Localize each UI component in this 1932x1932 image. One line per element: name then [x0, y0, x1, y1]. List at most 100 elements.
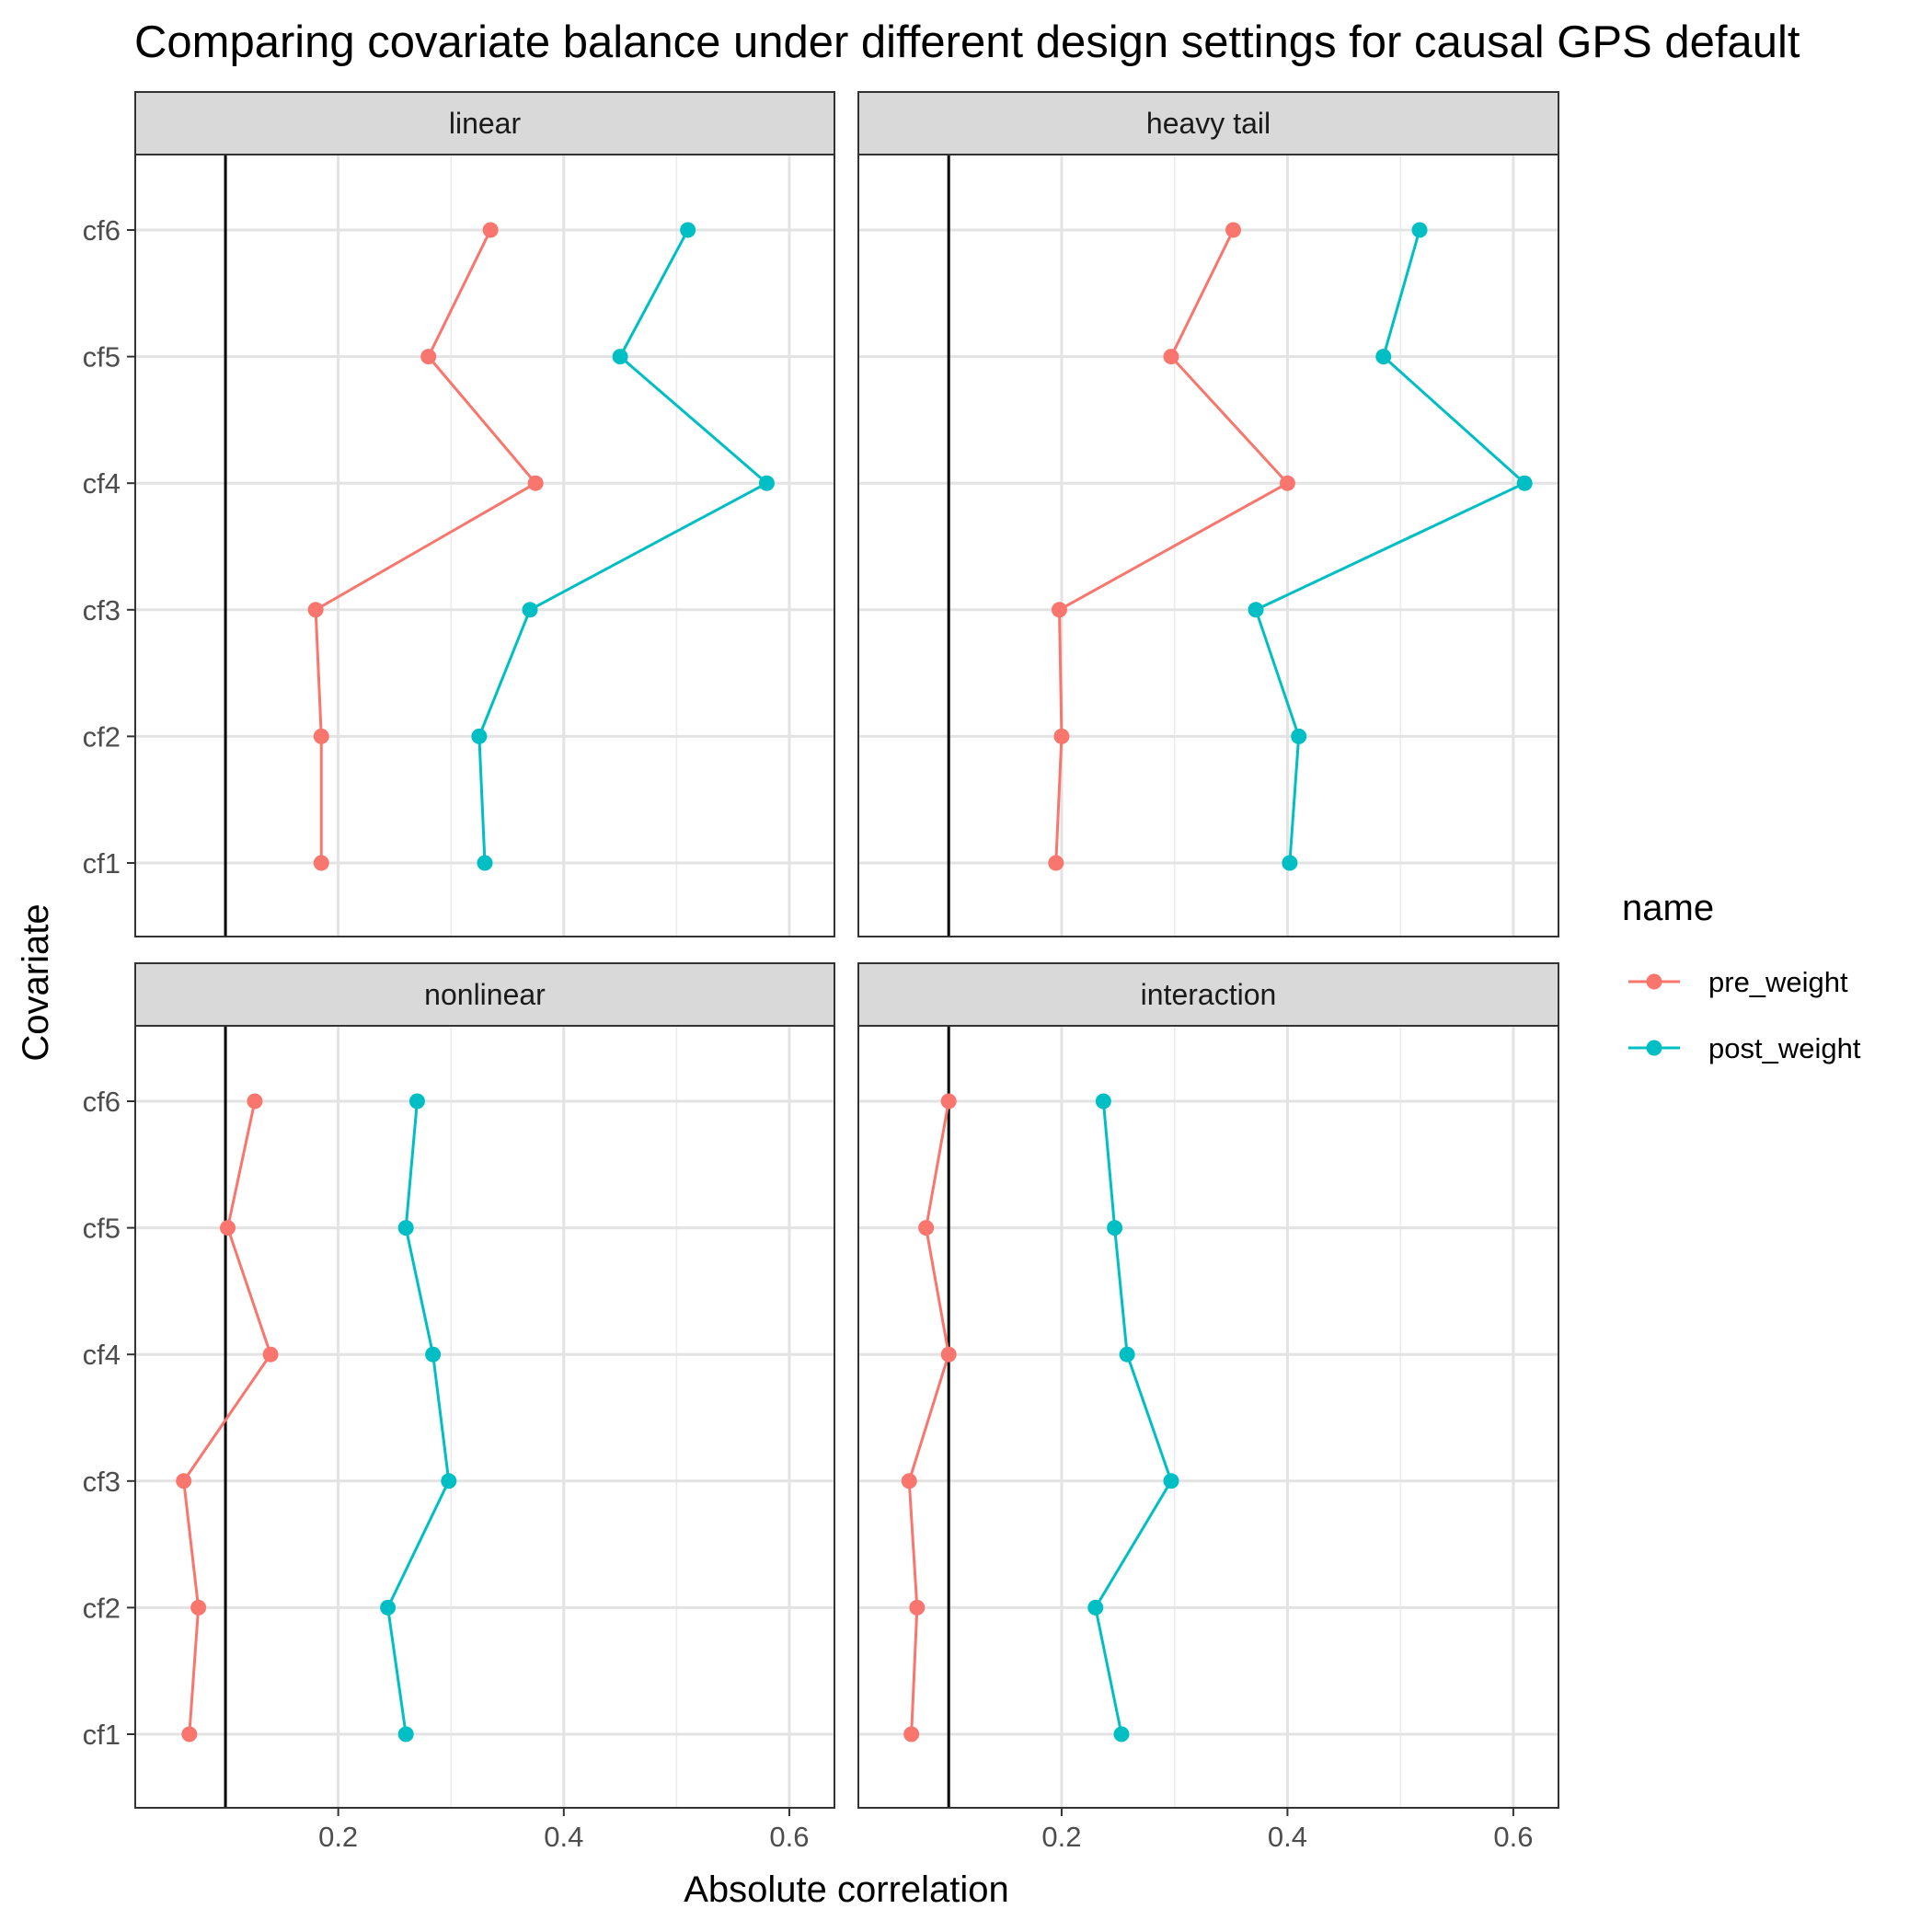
x-tick-label: 0.6: [1493, 1821, 1533, 1853]
series-line-post_weight: [386, 1100, 451, 1735]
data-point-pre_weight: [901, 1473, 917, 1489]
data-point-pre_weight: [190, 1599, 207, 1616]
panel-linear: linear cf1 cf2 cf3 cf4 cf5 cf6: [83, 91, 835, 937]
data-point-post_weight: [1163, 1473, 1179, 1489]
series-line-pre_weight: [907, 1100, 950, 1735]
series-line-post_weight: [1094, 1100, 1173, 1735]
series-line-post_weight: [477, 229, 770, 864]
y-tick-label: cf6: [83, 214, 121, 247]
y-tick-label: cf5: [83, 341, 121, 374]
data-point-post_weight: [1113, 1726, 1130, 1742]
panel-background: [135, 155, 834, 937]
chart-title: Comparing covariate balance under differ…: [134, 17, 1800, 67]
panel-border: [857, 1025, 1559, 1809]
data-point-pre_weight: [176, 1473, 192, 1489]
data-point-pre_weight: [918, 1220, 935, 1236]
legend-key-point: [1646, 973, 1662, 990]
y-tick-label: cf3: [83, 594, 121, 627]
legend: name pre_weight post_weight: [1622, 888, 1861, 1064]
data-point-post_weight: [1248, 602, 1264, 618]
data-point-pre_weight: [220, 1220, 236, 1236]
y-tick-label: cf1: [83, 847, 121, 880]
data-point-post_weight: [397, 1726, 414, 1742]
data-point-pre_weight: [262, 1346, 279, 1363]
data-point-pre_weight: [903, 1726, 920, 1742]
data-point-post_weight: [1516, 475, 1533, 491]
data-point-post_weight: [397, 1220, 414, 1236]
data-point-post_weight: [1375, 349, 1392, 365]
data-point-post_weight: [1282, 855, 1298, 871]
data-point-pre_weight: [181, 1726, 198, 1742]
series-line-pre_weight: [314, 229, 538, 863]
data-point-pre_weight: [1163, 349, 1179, 365]
data-point-pre_weight: [1051, 602, 1067, 618]
data-point-pre_weight: [313, 855, 329, 871]
panel-border: [857, 154, 1559, 937]
panel-interaction: interaction 0.2 0.4 0.6: [857, 962, 1559, 1853]
panel-nonlinear: nonlinear cf1 cf2 cf3 cf4 cf5 cf6 0.2 0.4 0.6: [83, 962, 835, 1853]
data-point-post_weight: [408, 1093, 425, 1110]
facet-strip: [134, 962, 835, 1027]
y-tick-label: cf2: [83, 720, 121, 753]
data-point-post_weight: [477, 855, 493, 871]
x-axis-label: Absolute correlation: [684, 1869, 1009, 1910]
panel-border: [134, 154, 835, 937]
y-tick-label: cf1: [83, 1719, 121, 1751]
panel-background: [858, 155, 1558, 937]
data-point-pre_weight: [307, 602, 324, 618]
facet-strip: [857, 962, 1559, 1027]
panel-background: [135, 1026, 834, 1808]
data-point-post_weight: [1119, 1346, 1135, 1363]
y-axis-label: Covariate: [16, 903, 56, 1061]
panel-heavy-tail: heavy tail: [857, 91, 1559, 937]
data-point-post_weight: [1107, 1220, 1123, 1236]
x-tick-label: 0.4: [1268, 1821, 1307, 1853]
data-point-pre_weight: [482, 222, 499, 238]
data-point-pre_weight: [909, 1599, 926, 1616]
data-point-post_weight: [1291, 728, 1307, 744]
data-point-pre_weight: [420, 349, 437, 365]
chart-axes: Absolute correlation Covariate: [16, 903, 1009, 1910]
y-tick-label: cf5: [83, 1213, 121, 1245]
legend-label: pre_weight: [1708, 966, 1848, 998]
data-point-post_weight: [1087, 1599, 1104, 1616]
series-line-pre_weight: [182, 1100, 272, 1735]
data-point-post_weight: [522, 602, 538, 618]
data-point-pre_weight: [1048, 855, 1064, 871]
facet-label: linear: [449, 107, 522, 140]
data-point-pre_weight: [247, 1093, 263, 1110]
x-tick-label: 0.4: [544, 1821, 583, 1853]
data-point-post_weight: [680, 222, 696, 238]
data-point-post_weight: [1411, 222, 1428, 238]
data-point-post_weight: [1095, 1093, 1111, 1110]
data-point-pre_weight: [940, 1093, 957, 1110]
data-point-pre_weight: [940, 1346, 957, 1363]
data-point-post_weight: [425, 1346, 442, 1363]
series-line-post_weight: [1254, 229, 1527, 864]
series-line-pre_weight: [1054, 229, 1290, 864]
facet-label: interaction: [1141, 978, 1277, 1011]
legend-key-point: [1646, 1040, 1662, 1056]
y-tick-label: cf2: [83, 1592, 121, 1624]
data-point-pre_weight: [313, 728, 329, 744]
facet-label: nonlinear: [424, 978, 546, 1011]
data-point-pre_weight: [527, 475, 544, 491]
y-tick-label: cf4: [83, 1339, 121, 1371]
y-tick-label: cf4: [83, 467, 121, 500]
facet-strip: [857, 91, 1559, 155]
x-tick-label: 0.6: [769, 1821, 809, 1853]
data-point-post_weight: [612, 349, 628, 365]
data-point-post_weight: [380, 1599, 397, 1616]
legend-title: name: [1622, 888, 1714, 928]
data-point-post_weight: [441, 1473, 457, 1489]
data-point-pre_weight: [1053, 728, 1070, 744]
data-point-post_weight: [758, 475, 775, 491]
data-point-pre_weight: [1225, 222, 1242, 238]
chart-panels: linear cf1 cf2 cf3 cf4 cf5 cf6 heavy tail nonlin…: [83, 91, 1559, 1853]
x-tick-label: 0.2: [1041, 1821, 1081, 1853]
data-point-pre_weight: [1279, 475, 1295, 491]
x-tick-label: 0.2: [318, 1821, 358, 1853]
facet-label: heavy tail: [1146, 107, 1271, 140]
legend-label: post_weight: [1708, 1032, 1861, 1064]
